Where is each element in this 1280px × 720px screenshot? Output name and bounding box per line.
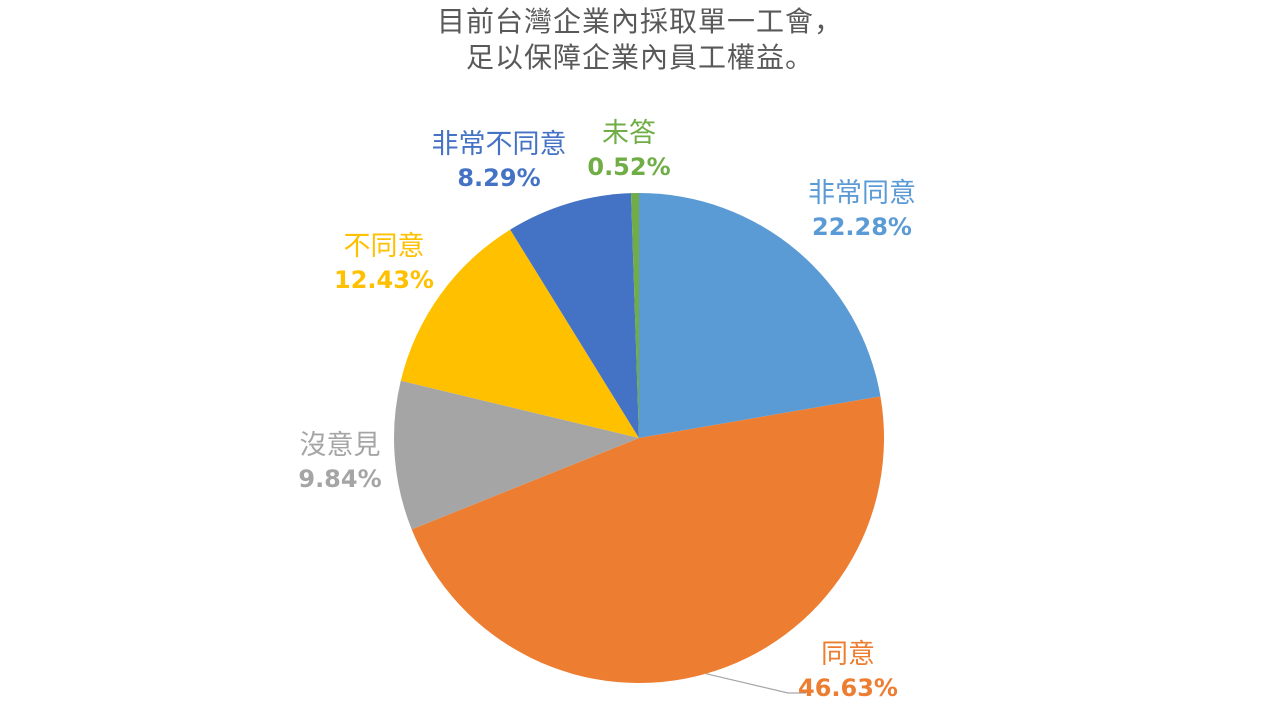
pie-slice-4[interactable] — [510, 193, 639, 438]
leader-line-agree — [705, 673, 806, 694]
chart-title-line-2: 足以保障企業內員工權益。 — [465, 41, 814, 74]
pie-slice-3[interactable] — [400, 229, 639, 438]
pie-slice-5[interactable] — [631, 193, 639, 438]
label-no-opinion-text: 沒意見 — [299, 430, 381, 461]
chart-title-line-1: 目前台灣企業內採取單一工會， — [436, 5, 843, 38]
pie-slice-0[interactable] — [639, 193, 881, 438]
label-strongly-agree-pct: 22.28% — [812, 213, 912, 241]
pie-slice-1[interactable] — [411, 396, 885, 684]
label-strongly-agree: 非常同意 22.28% — [808, 177, 916, 243]
label-no-opinion-pct: 9.84% — [298, 465, 382, 493]
label-agree-pct: 46.63% — [798, 674, 898, 702]
label-agree: 同意 46.63% — [798, 638, 898, 704]
label-disagree-pct: 12.43% — [334, 266, 434, 294]
label-strongly-disagree: 非常不同意 8.29% — [432, 128, 567, 194]
label-no-answer-text: 未答 — [601, 118, 656, 149]
label-no-opinion: 沒意見 9.84% — [298, 429, 381, 495]
label-disagree-text: 不同意 — [343, 231, 425, 262]
label-strongly-disagree-text: 非常不同意 — [431, 129, 567, 160]
pie-slice-2[interactable] — [394, 380, 639, 530]
chart-title: 目前台灣企業內採取單一工會， 足以保障企業內員工權益。 — [0, 4, 1280, 76]
label-strongly-disagree-pct: 8.29% — [457, 164, 541, 192]
label-strongly-agree-text: 非常同意 — [808, 178, 916, 209]
label-no-answer-pct: 0.52% — [587, 153, 671, 181]
label-disagree: 不同意 12.43% — [334, 230, 434, 296]
label-no-answer: 未答 0.52% — [587, 117, 670, 183]
label-agree-text: 同意 — [821, 639, 875, 670]
